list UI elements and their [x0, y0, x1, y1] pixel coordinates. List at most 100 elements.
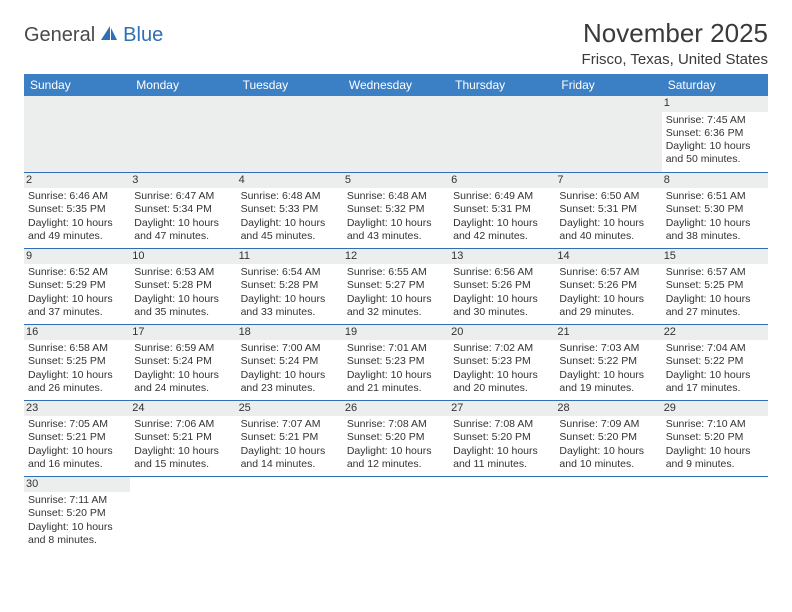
calendar-day-cell: 10Sunrise: 6:53 AMSunset: 5:28 PMDayligh… — [130, 248, 236, 324]
calendar-day-cell: 2Sunrise: 6:46 AMSunset: 5:35 PMDaylight… — [24, 172, 130, 248]
day-info-line: Daylight: 10 hours — [666, 140, 764, 153]
day-info-line: Sunrise: 7:08 AM — [347, 418, 445, 431]
day-info-line: Sunrise: 7:02 AM — [453, 342, 551, 355]
day-number: 3 — [130, 173, 236, 189]
calendar-day-cell: 4Sunrise: 6:48 AMSunset: 5:33 PMDaylight… — [237, 172, 343, 248]
day-info-line: Daylight: 10 hours — [134, 217, 232, 230]
day-info-line: Sunset: 5:20 PM — [666, 431, 764, 444]
day-info-line: Sunrise: 7:45 AM — [666, 114, 764, 127]
logo-text-blue: Blue — [123, 24, 163, 47]
calendar-day-cell: 26Sunrise: 7:08 AMSunset: 5:20 PMDayligh… — [343, 400, 449, 476]
day-number: 25 — [237, 401, 343, 417]
day-info-line: Sunrise: 7:05 AM — [28, 418, 126, 431]
day-info-line: Daylight: 10 hours — [453, 445, 551, 458]
day-info-line: Sunrise: 6:59 AM — [134, 342, 232, 355]
day-info-line: Daylight: 10 hours — [28, 217, 126, 230]
day-info-line: and 20 minutes. — [453, 382, 551, 395]
calendar-day-cell: 22Sunrise: 7:04 AMSunset: 5:22 PMDayligh… — [662, 324, 768, 400]
day-number: 29 — [662, 401, 768, 417]
calendar-day-cell: 24Sunrise: 7:06 AMSunset: 5:21 PMDayligh… — [130, 400, 236, 476]
calendar-day-cell — [130, 476, 236, 552]
day-info-line: Sunrise: 6:46 AM — [28, 190, 126, 203]
day-info-line: Daylight: 10 hours — [453, 369, 551, 382]
day-info-line: and 30 minutes. — [453, 306, 551, 319]
day-info-line: Daylight: 10 hours — [347, 369, 445, 382]
calendar-day-cell — [449, 476, 555, 552]
day-info-line: and 38 minutes. — [666, 230, 764, 243]
day-info-line: Sunset: 5:26 PM — [559, 279, 657, 292]
weekday-header-row: Sunday Monday Tuesday Wednesday Thursday… — [24, 74, 768, 96]
day-info-line: Daylight: 10 hours — [666, 445, 764, 458]
calendar-day-cell — [449, 96, 555, 172]
day-number: 5 — [343, 173, 449, 189]
calendar-day-cell: 19Sunrise: 7:01 AMSunset: 5:23 PMDayligh… — [343, 324, 449, 400]
calendar-day-cell: 20Sunrise: 7:02 AMSunset: 5:23 PMDayligh… — [449, 324, 555, 400]
day-info-line: and 14 minutes. — [241, 458, 339, 471]
day-number: 28 — [555, 401, 661, 417]
calendar-day-cell — [343, 476, 449, 552]
day-info-line: Sunset: 5:20 PM — [453, 431, 551, 444]
day-number: 10 — [130, 249, 236, 265]
day-info-line: Daylight: 10 hours — [134, 369, 232, 382]
day-info-line: and 29 minutes. — [559, 306, 657, 319]
sail-icon — [99, 24, 119, 47]
day-number: 4 — [237, 173, 343, 189]
day-info-line: Daylight: 10 hours — [28, 369, 126, 382]
day-info-line: and 42 minutes. — [453, 230, 551, 243]
day-info-line: Daylight: 10 hours — [666, 369, 764, 382]
calendar-day-cell — [130, 96, 236, 172]
calendar-week-row: 1Sunrise: 7:45 AMSunset: 6:36 PMDaylight… — [24, 96, 768, 172]
calendar-week-row: 16Sunrise: 6:58 AMSunset: 5:25 PMDayligh… — [24, 324, 768, 400]
calendar-day-cell: 11Sunrise: 6:54 AMSunset: 5:28 PMDayligh… — [237, 248, 343, 324]
day-info-line: Sunset: 5:31 PM — [453, 203, 551, 216]
day-info-line: Daylight: 10 hours — [28, 521, 126, 534]
day-number: 24 — [130, 401, 236, 417]
logo-text-general: General — [24, 24, 95, 47]
day-info-line: Sunrise: 6:53 AM — [134, 266, 232, 279]
calendar-week-row: 2Sunrise: 6:46 AMSunset: 5:35 PMDaylight… — [24, 172, 768, 248]
day-info-line: Daylight: 10 hours — [241, 445, 339, 458]
day-info-line: Sunset: 5:22 PM — [666, 355, 764, 368]
day-info-line: Daylight: 10 hours — [666, 293, 764, 306]
logo: General Blue — [24, 24, 163, 47]
calendar-day-cell: 8Sunrise: 6:51 AMSunset: 5:30 PMDaylight… — [662, 172, 768, 248]
day-info-line: Sunrise: 6:57 AM — [666, 266, 764, 279]
day-info-line: Sunset: 5:35 PM — [28, 203, 126, 216]
calendar-day-cell — [343, 96, 449, 172]
day-info-line: Sunset: 5:32 PM — [347, 203, 445, 216]
calendar-week-row: 23Sunrise: 7:05 AMSunset: 5:21 PMDayligh… — [24, 400, 768, 476]
day-info-line: Sunset: 5:23 PM — [453, 355, 551, 368]
day-number: 12 — [343, 249, 449, 265]
calendar-day-cell: 29Sunrise: 7:10 AMSunset: 5:20 PMDayligh… — [662, 400, 768, 476]
day-info-line: Sunrise: 7:04 AM — [666, 342, 764, 355]
calendar-day-cell: 12Sunrise: 6:55 AMSunset: 5:27 PMDayligh… — [343, 248, 449, 324]
day-info-line: Daylight: 10 hours — [134, 445, 232, 458]
day-info-line: and 15 minutes. — [134, 458, 232, 471]
day-info-line: Sunrise: 6:58 AM — [28, 342, 126, 355]
day-info-line: Sunrise: 7:10 AM — [666, 418, 764, 431]
calendar-week-row: 30Sunrise: 7:11 AMSunset: 5:20 PMDayligh… — [24, 476, 768, 552]
calendar-table: Sunday Monday Tuesday Wednesday Thursday… — [24, 74, 768, 552]
day-info-line: Sunrise: 6:55 AM — [347, 266, 445, 279]
day-info-line: and 24 minutes. — [134, 382, 232, 395]
day-info-line: Sunset: 5:20 PM — [559, 431, 657, 444]
day-info-line: Sunset: 5:21 PM — [28, 431, 126, 444]
calendar-day-cell — [555, 96, 661, 172]
day-info-line: Sunset: 5:28 PM — [241, 279, 339, 292]
day-info-line: Sunrise: 6:52 AM — [28, 266, 126, 279]
day-number: 27 — [449, 401, 555, 417]
day-info-line: and 33 minutes. — [241, 306, 339, 319]
day-info-line: Sunset: 5:21 PM — [241, 431, 339, 444]
day-number: 6 — [449, 173, 555, 189]
calendar-day-cell: 30Sunrise: 7:11 AMSunset: 5:20 PMDayligh… — [24, 476, 130, 552]
day-info-line: and 49 minutes. — [28, 230, 126, 243]
calendar-week-row: 9Sunrise: 6:52 AMSunset: 5:29 PMDaylight… — [24, 248, 768, 324]
day-number: 22 — [662, 325, 768, 341]
day-number: 23 — [24, 401, 130, 417]
calendar-day-cell: 13Sunrise: 6:56 AMSunset: 5:26 PMDayligh… — [449, 248, 555, 324]
day-info-line: Daylight: 10 hours — [28, 445, 126, 458]
day-info-line: Sunset: 5:24 PM — [134, 355, 232, 368]
day-info-line: and 26 minutes. — [28, 382, 126, 395]
day-number: 16 — [24, 325, 130, 341]
day-info-line: Daylight: 10 hours — [347, 445, 445, 458]
